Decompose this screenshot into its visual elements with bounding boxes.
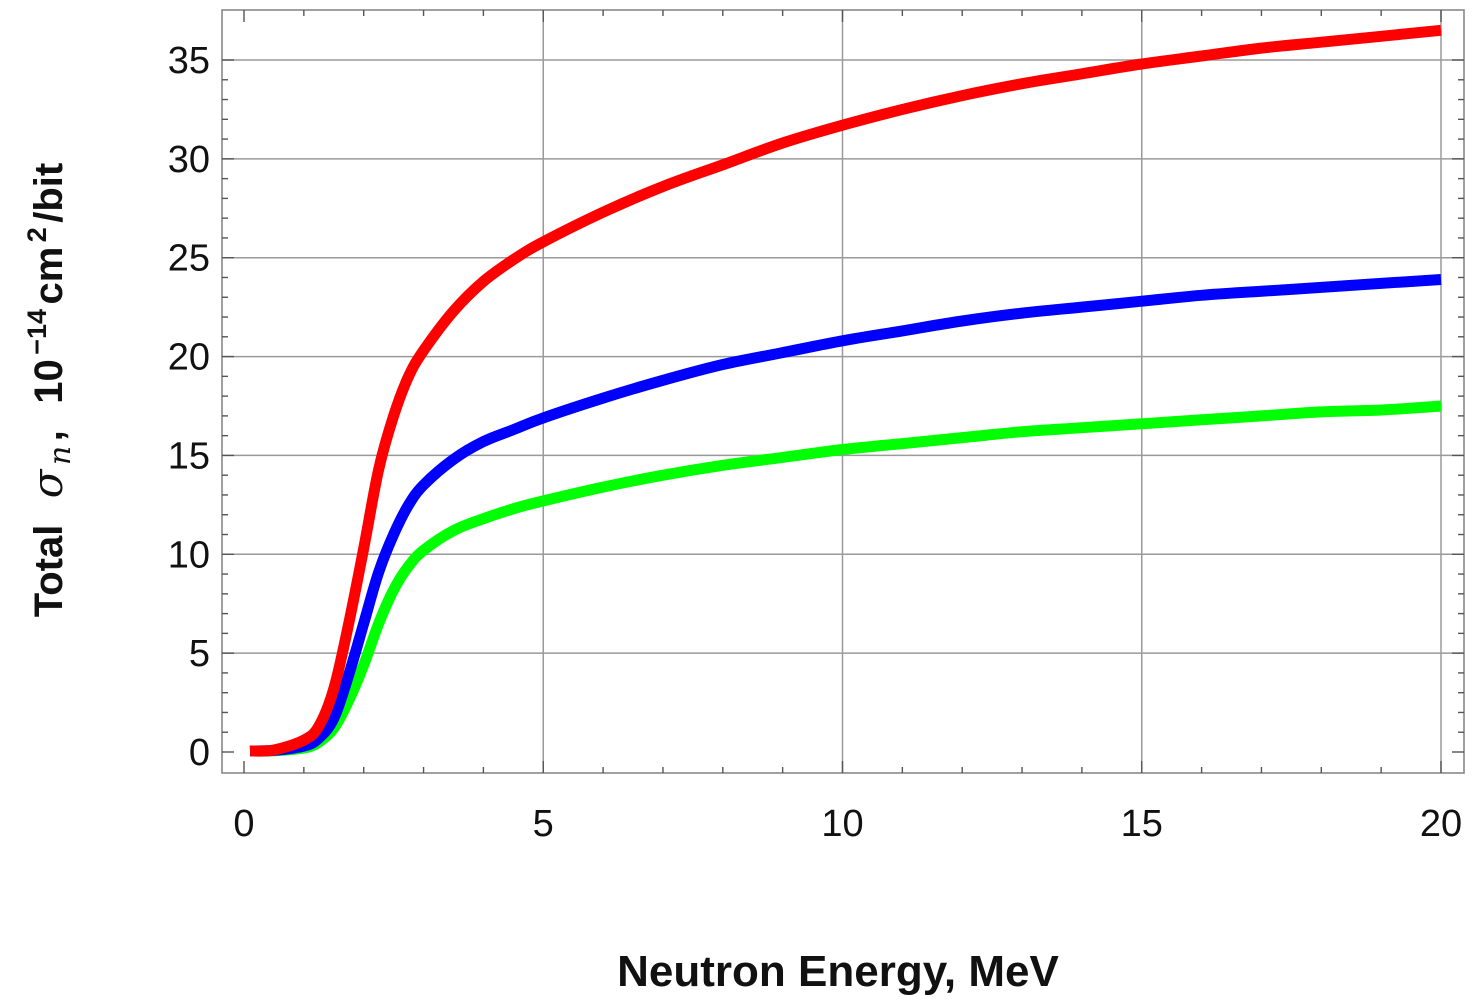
data-series	[249, 24, 1442, 757]
x-tick-label: 5	[533, 803, 554, 845]
x-tick-label: 20	[1420, 803, 1462, 845]
x-tick-label: 0	[233, 803, 254, 845]
y-axis-title-suffix: /bit	[27, 163, 71, 223]
x-tick-label: 10	[821, 803, 863, 845]
y-tick-label: 0	[189, 732, 210, 774]
y-tick-label: 35	[168, 40, 210, 82]
y-axis-title-base: 10	[27, 359, 71, 404]
y-tick-label: 25	[168, 238, 210, 280]
x-tick-label: 15	[1121, 803, 1163, 845]
y-axis-title-subscript: n	[43, 446, 78, 465]
y-tick-label: 10	[168, 534, 210, 576]
y-axis-title-unit-exponent: 2	[22, 227, 52, 242]
y-axis-title-prefix: Total	[27, 525, 71, 618]
series-line-red	[249, 24, 1442, 757]
y-tick-label: 15	[168, 435, 210, 477]
x-axis-title: Neutron Energy, MeV	[617, 947, 1059, 996]
y-axis-title: Total σ n , 10 −14 cm 2 /bit	[22, 163, 78, 617]
y-tick-label: 5	[189, 633, 210, 675]
series-line-blue	[249, 274, 1442, 757]
grid-lines	[222, 10, 1464, 773]
y-axis-title-unit: cm	[27, 247, 71, 305]
tick-labels: 0 5 10 15 20 0 5 10 15 20 25 30 35	[168, 40, 1462, 845]
y-axis-title-separator: ,	[27, 430, 71, 441]
axis-ticks	[222, 10, 1464, 773]
y-tick-label: 30	[168, 139, 210, 181]
y-axis-title-symbol: σ	[23, 468, 72, 498]
y-axis-title-exponent: −14	[22, 309, 52, 355]
series-line-green	[249, 400, 1442, 757]
y-tick-label: 20	[168, 337, 210, 379]
